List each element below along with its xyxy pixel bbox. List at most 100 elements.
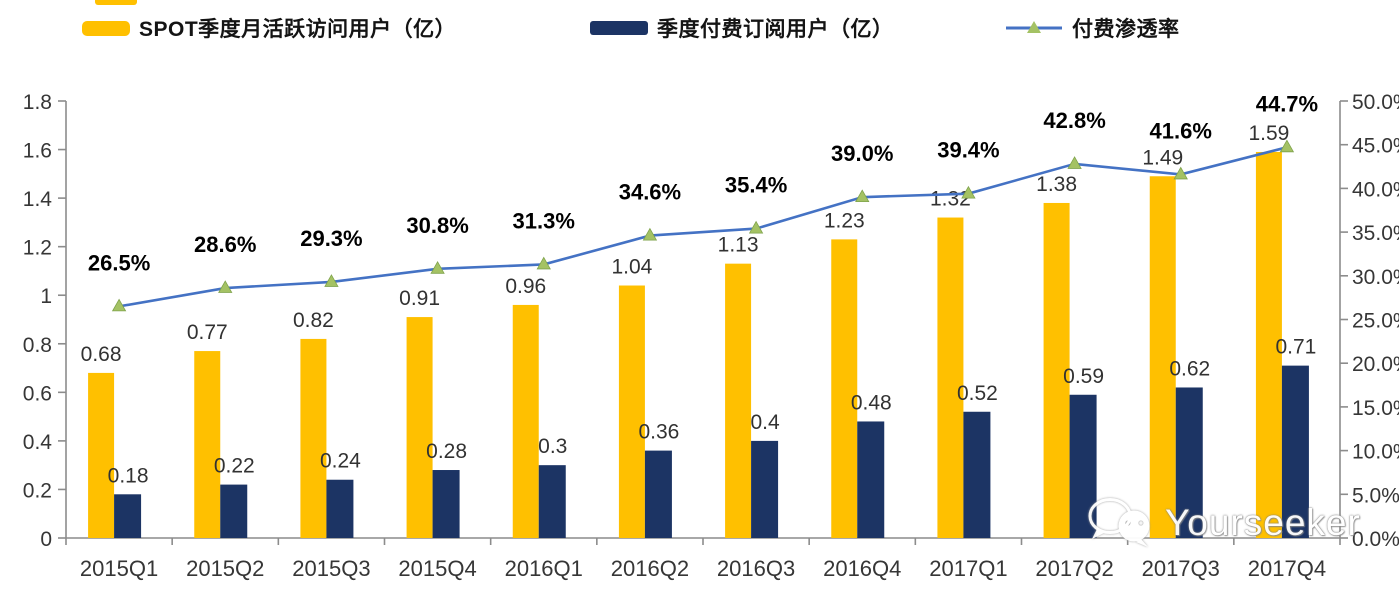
bar-mau (1149, 176, 1176, 538)
left-axis-tick-label: 0.6 (23, 382, 52, 405)
bar-subs (644, 450, 672, 538)
penetration-value-label: 34.6% (619, 180, 681, 205)
bar-mau (1255, 151, 1282, 538)
penetration-triangle-marker (111, 298, 127, 312)
penetration-value-label: 44.7% (1256, 91, 1318, 116)
bar-mau-value-label: 0.96 (505, 275, 546, 298)
bar-subs (1175, 387, 1203, 538)
right-axis-tick-label: 5.0% (1352, 484, 1399, 507)
bar-subs-value-label: 0.62 (1169, 357, 1210, 380)
right-axis-tick-label: 25.0% (1352, 310, 1399, 333)
right-axis-tick-label: 30.0% (1352, 266, 1399, 289)
penetration-value-label: 28.6% (194, 232, 256, 257)
bar-mau-value-label: 1.13 (718, 234, 759, 257)
bar-subs-value-label: 0.36 (638, 421, 679, 444)
penetration-value-label: 26.5% (88, 250, 150, 275)
x-axis-category-label: 2015Q1 (80, 556, 158, 581)
bar-mau (831, 239, 858, 538)
penetration-triangle-marker (961, 185, 976, 199)
legend-item-penetration: 付费渗透率 (1005, 14, 1180, 42)
bar-mau (406, 317, 433, 538)
penetration-value-label: 39.0% (831, 141, 893, 166)
bar-subs (857, 421, 885, 538)
bar-subs (1069, 394, 1097, 538)
bar-mau (725, 263, 752, 538)
bar-mau-value-label: 0.82 (293, 309, 334, 332)
bar-mau-value-label: 0.91 (399, 287, 440, 310)
left-axis-tick-label: 0.4 (23, 431, 53, 454)
left-axis-tick-label: 1.2 (23, 237, 52, 260)
bar-mau-value-label: 1.38 (1036, 173, 1077, 196)
bar-subs (326, 479, 354, 538)
x-axis-category-label: 2017Q1 (929, 556, 1007, 581)
right-axis-tick-label: 40.0% (1352, 178, 1399, 201)
x-axis-category-label: 2016Q3 (717, 556, 795, 581)
penetration-value-label: 31.3% (513, 208, 575, 233)
bar-subs-value-label: 0.28 (426, 440, 467, 463)
bar-subs-value-label: 0.48 (851, 391, 892, 414)
left-axis-tick-label: 1.8 (23, 91, 52, 114)
penetration-value-label: 39.4% (937, 138, 999, 163)
bar-mau (512, 304, 539, 538)
bar-subs-value-label: 0.24 (320, 450, 361, 473)
bar-subs (538, 465, 566, 538)
penetration-triangle-marker (1067, 156, 1082, 169)
bar-mau (194, 351, 221, 538)
bar-mau-value-label: 1.23 (824, 209, 865, 232)
bar-mau (937, 217, 964, 539)
right-axis-tick-label: 10.0% (1352, 441, 1399, 464)
x-axis-category-label: 2016Q4 (823, 556, 901, 581)
bar-mau-value-label: 0.68 (81, 343, 122, 366)
penetration-line (118, 146, 1288, 308)
x-axis-category-label: 2017Q2 (1035, 556, 1113, 581)
penetration-triangle-marker (855, 189, 870, 203)
penetration-triangle-marker (642, 227, 658, 241)
legend-swatch-subs (590, 21, 648, 35)
x-axis-category-label: 2016Q2 (611, 556, 689, 581)
penetration-value-label: 41.6% (1150, 118, 1212, 143)
bar-subs-value-label: 0.71 (1275, 336, 1316, 359)
x-axis-category-label: 2017Q4 (1248, 556, 1326, 581)
bar-mau (1043, 202, 1070, 538)
penetration-value-label: 30.8% (406, 213, 468, 238)
bar-mau-value-label: 1.04 (611, 256, 652, 279)
bar-mau-value-label: 1.49 (1142, 146, 1183, 169)
penetration-triangle-marker (748, 220, 764, 234)
bar-mau-value-label: 1.32 (930, 188, 971, 211)
bar-subs-value-label: 0.52 (957, 382, 998, 405)
bar-subs (432, 470, 460, 538)
penetration-triangle-marker (218, 280, 233, 293)
x-axis-category-label: 2015Q2 (186, 556, 264, 581)
penetration-triangle-marker (430, 260, 445, 274)
bar-subs-value-label: 0.59 (1063, 365, 1104, 388)
bar-subs (220, 484, 248, 538)
legend-triangle-marker-icon (1027, 21, 1041, 33)
legend-item-subs: 季度付费订阅用户（亿） (590, 14, 894, 42)
bar-subs (963, 411, 991, 538)
bar-subs (751, 440, 779, 538)
left-axis-tick-label: 0.2 (23, 479, 52, 502)
penetration-value-label: 42.8% (1043, 108, 1105, 133)
left-axis-tick-label: 1.6 (23, 140, 52, 163)
legend-line-swatch (1006, 21, 1062, 33)
bar-subs-value-label: 0.3 (538, 435, 567, 458)
bar-subs (114, 494, 142, 538)
right-axis-tick-label: 35.0% (1352, 222, 1399, 245)
x-axis-category-label: 2016Q1 (505, 556, 583, 581)
legend-label-penetration: 付费渗透率 (1072, 18, 1180, 41)
penetration-value-label: 35.4% (725, 173, 787, 198)
right-axis-tick-label: 50.0% (1352, 91, 1399, 114)
bar-subs-value-label: 0.4 (750, 411, 780, 434)
penetration-triangle-marker (1279, 139, 1295, 153)
left-axis-tick-label: 1 (40, 285, 52, 308)
x-axis-category-label: 2017Q3 (1142, 556, 1220, 581)
legend-label-mau: SPOT季度月活跃访问用户（亿） (139, 18, 457, 41)
penetration-triangle-marker (1173, 166, 1188, 180)
bar-subs-value-label: 0.18 (108, 464, 149, 487)
bar-mau-value-label: 0.77 (187, 321, 228, 344)
right-axis-tick-label: 0.0% (1352, 528, 1399, 551)
cropped-decoration (95, 0, 137, 5)
bar-mau (618, 285, 645, 538)
